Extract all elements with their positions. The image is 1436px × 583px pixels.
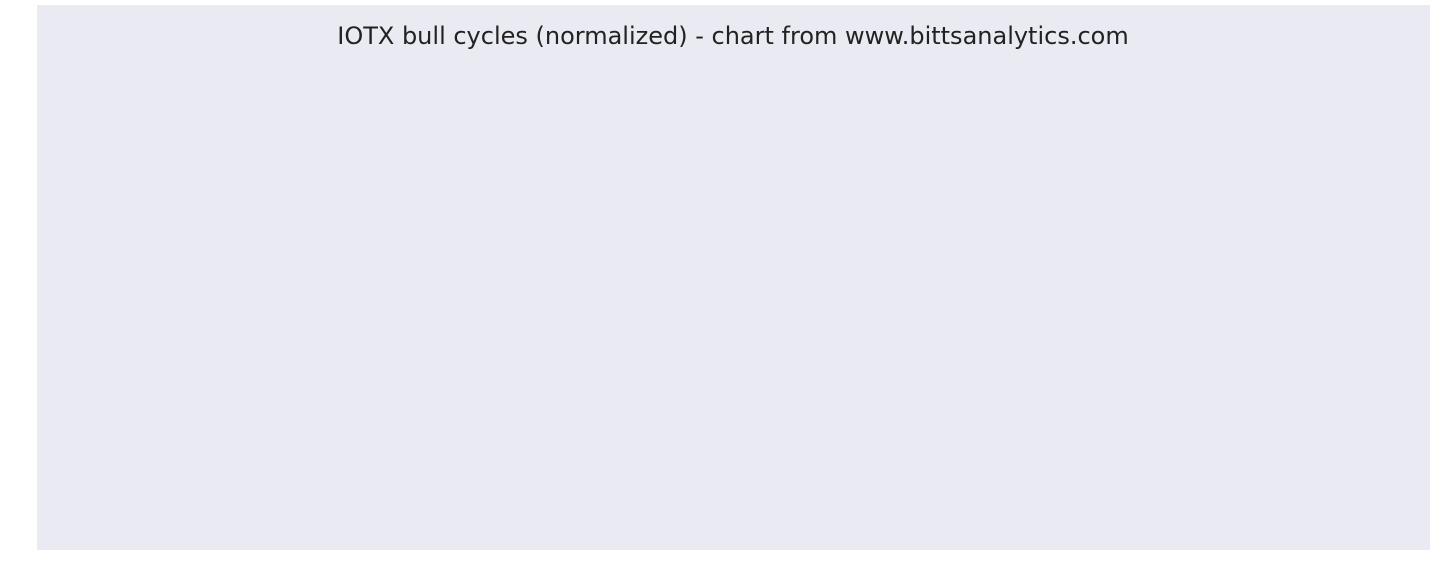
chart-title: IOTX bull cycles (normalized) - chart fr… xyxy=(337,22,1128,50)
plot-area xyxy=(37,5,1430,550)
